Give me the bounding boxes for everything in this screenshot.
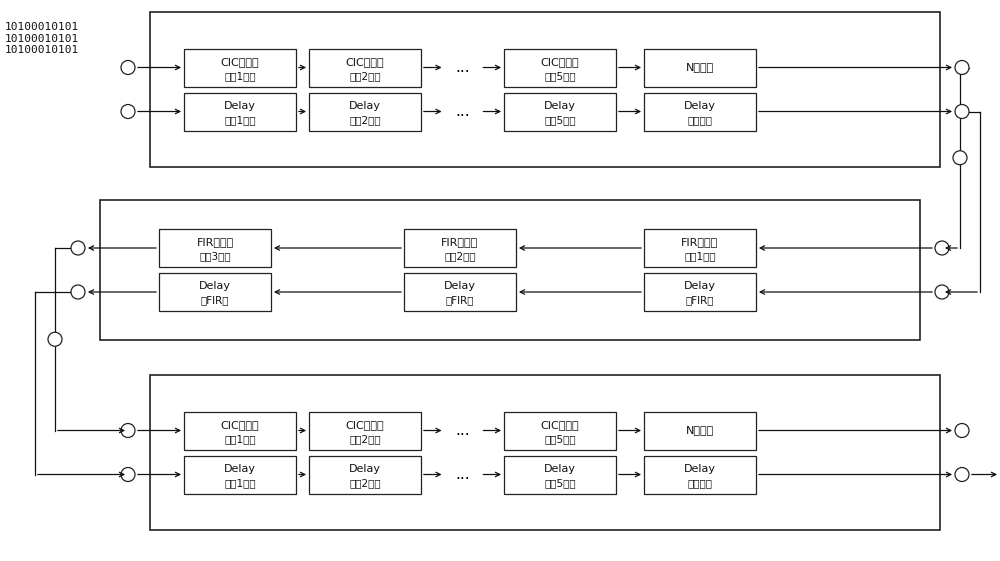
Text: （共5级）: （共5级） <box>544 434 576 444</box>
Text: （共5级）: （共5级） <box>544 71 576 81</box>
Text: （FIR）: （FIR） <box>686 295 714 305</box>
Text: CIC滤波器: CIC滤波器 <box>541 420 579 430</box>
Circle shape <box>121 424 135 438</box>
Text: CIC滤波器: CIC滤波器 <box>221 420 259 430</box>
Text: （共5级）: （共5级） <box>544 478 576 488</box>
Text: 10100010101
10100010101
10100010101: 10100010101 10100010101 10100010101 <box>5 22 79 55</box>
Bar <box>644 273 756 311</box>
Text: （共2级）: （共2级） <box>444 251 476 261</box>
Text: CIC滤波器: CIC滤波器 <box>346 57 384 67</box>
Circle shape <box>955 61 969 75</box>
Circle shape <box>953 151 967 165</box>
Text: （抽取）: （抽取） <box>688 115 712 125</box>
Text: N倍插値: N倍插値 <box>686 425 714 435</box>
Text: Delay: Delay <box>544 101 576 111</box>
Circle shape <box>121 104 135 118</box>
Text: ...: ... <box>455 60 470 75</box>
Bar <box>184 456 296 494</box>
Text: （共1级）: （共1级） <box>224 115 256 125</box>
Bar <box>159 229 271 267</box>
Circle shape <box>71 285 85 299</box>
Text: CIC滤波器: CIC滤波器 <box>346 420 384 430</box>
Circle shape <box>71 241 85 255</box>
Text: （共5级）: （共5级） <box>544 115 576 125</box>
Bar <box>644 93 756 131</box>
Circle shape <box>121 467 135 481</box>
Bar <box>150 375 940 530</box>
Text: （共2级）: （共2级） <box>349 115 381 125</box>
Text: （共1级）: （共1级） <box>684 251 716 261</box>
Text: FIR滤波器: FIR滤波器 <box>681 237 719 247</box>
Text: Delay: Delay <box>444 281 476 291</box>
Text: （插値）: （插値） <box>688 478 712 488</box>
Circle shape <box>48 332 62 346</box>
Text: （共1级）: （共1级） <box>224 71 256 81</box>
Text: CIC滤波器: CIC滤波器 <box>221 57 259 67</box>
Text: FIR滤波器: FIR滤波器 <box>441 237 479 247</box>
Text: （FIR）: （FIR） <box>201 295 229 305</box>
Bar <box>404 273 516 311</box>
Text: Delay: Delay <box>349 464 381 474</box>
Bar <box>504 412 616 449</box>
Text: Delay: Delay <box>684 464 716 474</box>
Text: ...: ... <box>455 423 470 438</box>
Text: CIC滤波器: CIC滤波器 <box>541 57 579 67</box>
Bar <box>184 412 296 449</box>
Text: Delay: Delay <box>349 101 381 111</box>
Bar <box>504 93 616 131</box>
Circle shape <box>121 61 135 75</box>
Text: （共2级）: （共2级） <box>349 71 381 81</box>
Text: Delay: Delay <box>684 101 716 111</box>
Text: （共2级）: （共2级） <box>349 478 381 488</box>
Text: FIR滤波器: FIR滤波器 <box>196 237 234 247</box>
Bar <box>309 48 421 86</box>
Text: N倍抽取: N倍抽取 <box>686 62 714 72</box>
Text: Delay: Delay <box>224 464 256 474</box>
Text: Delay: Delay <box>199 281 231 291</box>
Circle shape <box>935 285 949 299</box>
Text: （共1级）: （共1级） <box>224 478 256 488</box>
Bar <box>309 412 421 449</box>
Circle shape <box>955 467 969 481</box>
Bar <box>504 48 616 86</box>
Bar <box>504 456 616 494</box>
Bar <box>159 273 271 311</box>
Text: Delay: Delay <box>544 464 576 474</box>
Bar <box>100 200 920 340</box>
Bar <box>644 229 756 267</box>
Bar <box>184 93 296 131</box>
Circle shape <box>935 241 949 255</box>
Bar <box>644 412 756 449</box>
Bar <box>644 48 756 86</box>
Bar <box>184 48 296 86</box>
Text: Delay: Delay <box>224 101 256 111</box>
Bar <box>309 456 421 494</box>
Text: Delay: Delay <box>684 281 716 291</box>
Bar <box>644 456 756 494</box>
Circle shape <box>955 424 969 438</box>
Text: ...: ... <box>455 104 470 119</box>
Text: ...: ... <box>455 467 470 482</box>
Text: （FIR）: （FIR） <box>446 295 474 305</box>
Text: （共3级）: （共3级） <box>199 251 231 261</box>
Bar <box>404 229 516 267</box>
Bar <box>309 93 421 131</box>
Text: （共2级）: （共2级） <box>349 434 381 444</box>
Circle shape <box>955 104 969 118</box>
Text: （共1级）: （共1级） <box>224 434 256 444</box>
Bar <box>150 12 940 167</box>
